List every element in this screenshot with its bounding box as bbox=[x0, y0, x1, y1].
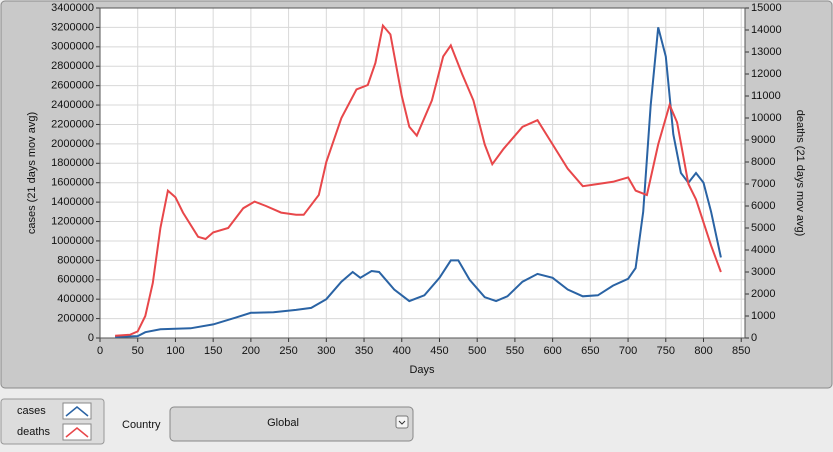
y-tick-label: 2400000 bbox=[51, 99, 94, 111]
y2-tick-label: 9000 bbox=[751, 134, 775, 146]
y2-axis-label: deaths (21 days mov avg) bbox=[794, 110, 806, 237]
x-tick-label: 300 bbox=[317, 345, 335, 357]
y2-tick-label: 14000 bbox=[751, 24, 782, 36]
y-tick-label: 600000 bbox=[57, 274, 94, 286]
series-line bbox=[115, 27, 722, 338]
plot-area bbox=[99, 7, 746, 339]
legend-swatch-box bbox=[62, 402, 92, 420]
x-tick-label: 350 bbox=[355, 345, 373, 357]
x-tick-label: 450 bbox=[430, 345, 448, 357]
y-tick-label: 400000 bbox=[57, 293, 94, 305]
x-tick-label: 400 bbox=[393, 345, 411, 357]
legend: cases deaths bbox=[0, 398, 105, 445]
plot-frame bbox=[99, 7, 746, 339]
y-tick-label: 3000000 bbox=[51, 41, 94, 53]
y2-tick-label: 2000 bbox=[751, 288, 775, 300]
y2-tick-label: 0 bbox=[751, 332, 757, 344]
series-line bbox=[115, 23, 722, 337]
y2-tick-label: 7000 bbox=[751, 178, 775, 190]
x-tick-label: 250 bbox=[279, 345, 297, 357]
x-tick-label: 100 bbox=[166, 345, 184, 357]
y-tick-label: 1200000 bbox=[51, 215, 94, 227]
x-tick-label: 200 bbox=[242, 345, 260, 357]
y2-tick-label: 11000 bbox=[751, 90, 781, 102]
y2-tick-label: 13000 bbox=[751, 46, 782, 58]
y-tick-label: 200000 bbox=[57, 312, 94, 324]
x-tick-label: 550 bbox=[506, 345, 524, 357]
y2-tick-label: 5000 bbox=[751, 222, 775, 234]
y-tick-label: 1000000 bbox=[51, 235, 94, 247]
x-tick-label: 0 bbox=[97, 345, 103, 357]
y2-tick-label: 12000 bbox=[751, 68, 782, 80]
dropdown-value[interactable]: Global bbox=[267, 417, 299, 429]
y2-tick-label: 4000 bbox=[751, 244, 775, 256]
y2-tick-label: 1000 bbox=[751, 310, 775, 322]
x-axis-label: Days bbox=[409, 364, 435, 376]
y2-tick-label: 15000 bbox=[751, 2, 782, 14]
x-tick-label: 150 bbox=[204, 345, 222, 357]
dropdown-button[interactable] bbox=[395, 415, 409, 429]
y-tick-label: 2800000 bbox=[51, 60, 94, 72]
legend-label: cases bbox=[17, 405, 46, 417]
y-tick-label: 3400000 bbox=[51, 2, 94, 14]
country-dropdown[interactable]: Global bbox=[169, 406, 414, 442]
y-tick-label: 2200000 bbox=[51, 118, 94, 130]
y-axis-label: cases (21 days mov avg) bbox=[26, 112, 38, 234]
y2-tick-label: 6000 bbox=[751, 200, 775, 212]
y-tick-label: 2000000 bbox=[51, 138, 94, 150]
x-tick-label: 600 bbox=[543, 345, 561, 357]
country-label: Country bbox=[122, 419, 161, 431]
y-tick-label: 1400000 bbox=[51, 196, 94, 208]
x-tick-label: 850 bbox=[732, 345, 750, 357]
legend-label: deaths bbox=[17, 426, 51, 438]
y2-tick-label: 3000 bbox=[751, 266, 775, 278]
y2-tick-label: 8000 bbox=[751, 156, 775, 168]
y-tick-label: 3200000 bbox=[51, 21, 94, 33]
legend-swatch-box bbox=[62, 423, 92, 441]
x-tick-label: 800 bbox=[694, 345, 712, 357]
y-tick-label: 2600000 bbox=[51, 80, 94, 92]
y-tick-label: 1800000 bbox=[51, 157, 94, 169]
legend-swatch bbox=[65, 427, 89, 438]
x-tick-label: 500 bbox=[468, 345, 486, 357]
x-tick-label: 50 bbox=[132, 345, 144, 357]
dropdown-arrow[interactable] bbox=[398, 420, 406, 425]
y2-tick-label: 10000 bbox=[751, 112, 782, 124]
x-tick-label: 750 bbox=[657, 345, 675, 357]
y-tick-label: 800000 bbox=[57, 254, 94, 266]
dropdown-box[interactable] bbox=[169, 406, 414, 442]
y-tick-label: 0 bbox=[88, 332, 94, 344]
legend-swatch bbox=[65, 406, 89, 417]
x-tick-label: 650 bbox=[581, 345, 599, 357]
x-tick-label: 700 bbox=[619, 345, 637, 357]
y-tick-label: 1600000 bbox=[51, 177, 94, 189]
